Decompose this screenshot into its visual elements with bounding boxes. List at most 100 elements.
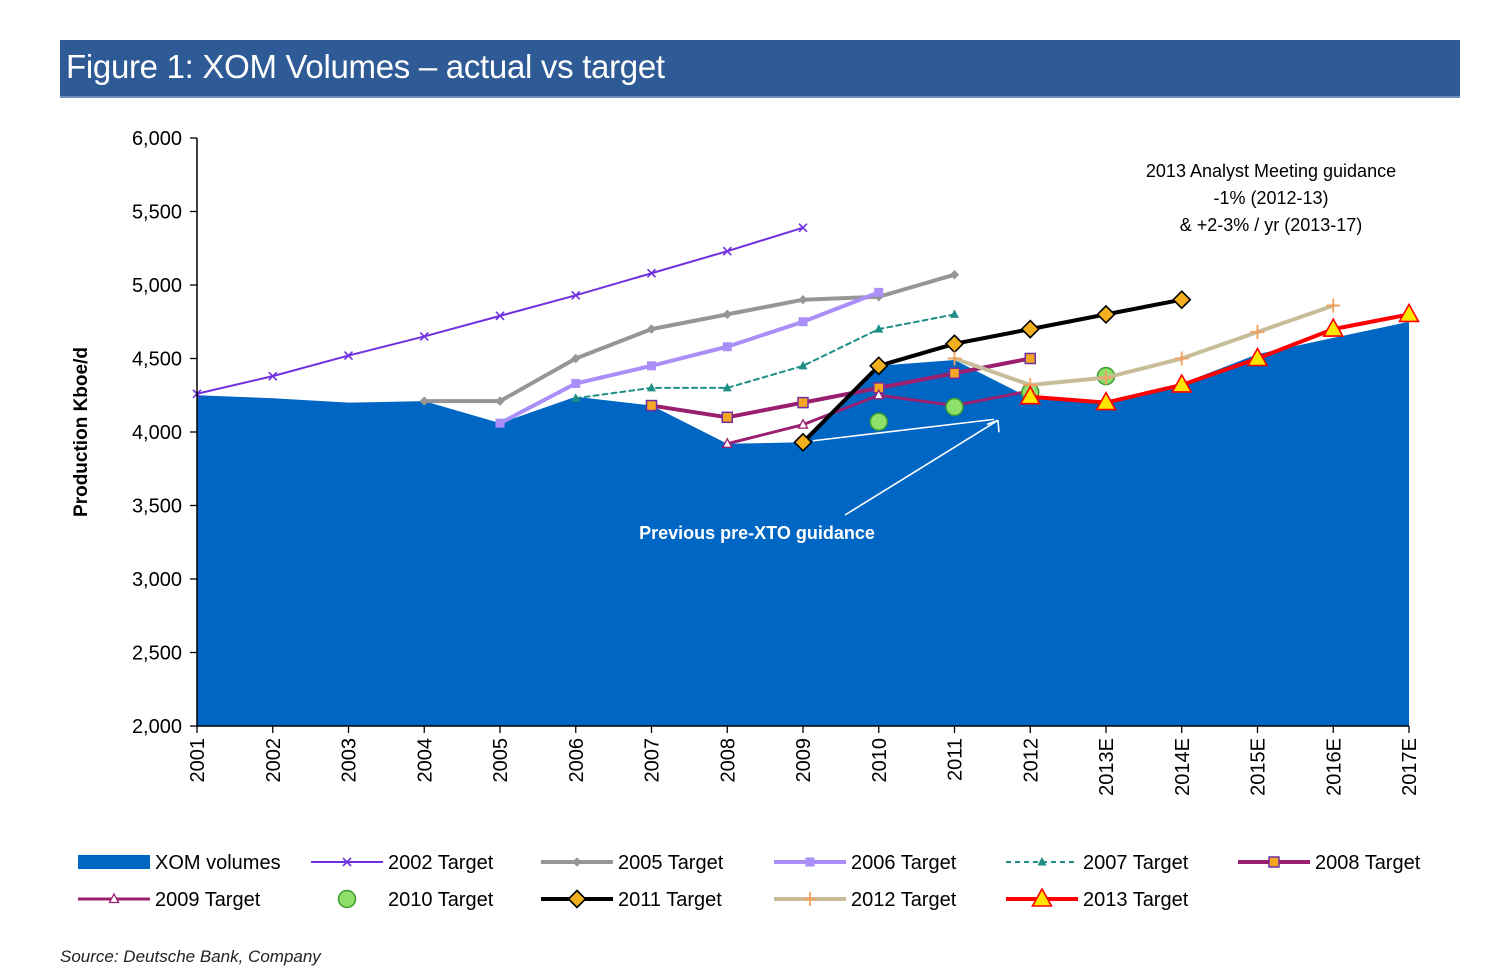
legend-marker (1031, 887, 1053, 907)
series-line-2012-target (952, 303, 1336, 387)
legend-marker (572, 857, 582, 867)
title-bar: Figure 1: XOM Volumes – actual vs target (60, 40, 1460, 98)
x-tick-label: 2002 (263, 738, 285, 783)
series-2012-target (947, 298, 1341, 392)
x-tick-label: 2001 (187, 738, 209, 783)
point-2002-target-8 (798, 223, 808, 233)
point-2012-target-0 (947, 351, 962, 366)
x-tick-label: 2010 (869, 738, 891, 783)
guidance-arrow-line (812, 418, 995, 442)
point-2013-target-4 (1322, 317, 1345, 337)
legend-label: 2011 Target (618, 889, 722, 911)
point-2007-target-4 (874, 324, 884, 333)
point-2006-target-0 (495, 418, 505, 428)
series-line-2011-target (801, 297, 1184, 445)
point-2009-target-2 (873, 388, 885, 400)
point-2008-target-1 (721, 411, 733, 424)
area-layer (197, 321, 1409, 726)
point-2006-target-2 (647, 361, 656, 371)
series-line-2008-target (649, 356, 1033, 420)
legend: XOM volumes 2002 Target 2005 Target 2006 Ta… (78, 852, 1421, 911)
annotation-arrow-shaft (844, 419, 999, 516)
series-2006-target (495, 287, 884, 428)
annotation-layer: 2013 Analyst Meeting guidance -1% (2012-1… (639, 161, 1396, 543)
point-2013-target-1 (1095, 390, 1117, 411)
y-tick-label: 3,000 (132, 569, 182, 591)
x-tick-label: 2017E (1399, 738, 1421, 796)
y-tick-label: 2,000 (132, 716, 182, 738)
point-2011-target-5 (1172, 290, 1192, 310)
legend-swatch (78, 855, 150, 869)
legend-item-2005-target: 2005 Target (541, 852, 724, 874)
series-line-2007-target (574, 313, 956, 400)
point-2005-target-5 (798, 294, 808, 305)
point-2012-target-5 (1326, 298, 1341, 313)
y-tick-label: 3,500 (132, 496, 182, 518)
legend-item-2006-target: 2006 Target (774, 852, 957, 874)
legend-label: XOM volumes (155, 852, 281, 874)
point-2007-target-5 (950, 309, 959, 318)
y-tick-label: 4,000 (132, 422, 182, 444)
point-2011-target-3 (1020, 319, 1040, 339)
point-2013-target-2 (1170, 373, 1193, 393)
point-2010-target-1 (945, 397, 964, 417)
point-2011-target-4 (1096, 304, 1116, 325)
point-2002-target-7 (722, 246, 732, 256)
point-2010-target-0 (869, 412, 888, 431)
legend-item-2013-target: 2013 Target (1006, 887, 1189, 911)
y-tick-label: 4,500 (132, 349, 182, 371)
point-2002-target-5 (571, 290, 581, 300)
x-tick-label: 2012 (1020, 738, 1042, 783)
point-2005-target-7 (949, 270, 960, 280)
legend-label: 2009 Target (155, 889, 261, 911)
point-2011-target-0 (793, 432, 813, 452)
guidance-note-line: & +2-3% / yr (2013-17) (1180, 215, 1363, 235)
point-2002-target-1 (268, 371, 278, 381)
point-2013-target-5 (1398, 302, 1420, 323)
y-tick-label: 2,500 (132, 643, 182, 665)
legend-marker (567, 889, 587, 909)
point-2006-target-4 (798, 317, 808, 327)
arrow-layer (812, 418, 1000, 516)
point-2007-target-3 (798, 360, 808, 370)
point-2009-target-0 (721, 437, 733, 448)
legend-item-xom-volumes: XOM volumes (78, 852, 281, 874)
point-2008-target-0 (645, 399, 658, 412)
point-2008-target-5 (1024, 352, 1036, 365)
point-2005-target-3 (646, 324, 657, 334)
legend-marker (1268, 856, 1280, 868)
point-2012-target-2 (1099, 370, 1113, 385)
series-layer (192, 223, 1420, 452)
legend-marker (337, 889, 357, 909)
x-tick-label: 2008 (717, 738, 739, 783)
x-tick-label: 2015E (1248, 738, 1270, 796)
x-tick-label: 2004 (414, 738, 436, 783)
point-2006-target-1 (571, 378, 581, 388)
legend-label: 2008 Target (1315, 852, 1421, 874)
point-2013-target-0 (1019, 385, 1042, 405)
point-2005-target-2 (571, 353, 581, 364)
legend-label: 2002 Target (388, 852, 494, 874)
x-tick-label: 2014E (1172, 738, 1194, 796)
xom-volumes-area (197, 321, 1409, 726)
point-2009-target-1 (797, 418, 809, 429)
series-2007-target (571, 309, 959, 402)
series-line-2002-target (196, 226, 804, 395)
point-2005-target-1 (495, 396, 505, 406)
y-tick-label: 6,000 (132, 128, 182, 150)
point-2002-target-3 (419, 331, 429, 342)
pre-xto-guidance-label: Previous pre-XTO guidance (639, 523, 875, 543)
legend-label: 2012 Target (851, 889, 957, 911)
x-tick-label: 2007 (642, 738, 664, 783)
legend-item-2011-target: 2011 Target (541, 889, 722, 911)
xom-volumes-chart: 2,000 2,500 3,000 3,500 4,000 4,500 5,000 5,500… (71, 128, 1421, 911)
legend-marker (805, 857, 815, 867)
point-2012-target-4 (1250, 325, 1265, 340)
point-2011-target-1 (869, 356, 889, 376)
legend-item-2008-target: 2008 Target (1238, 852, 1421, 874)
series-2002-target (192, 223, 808, 399)
series-2008-target (645, 352, 1036, 424)
legend-label: 2006 Target (851, 852, 957, 874)
series-2011-target (793, 290, 1192, 452)
legend-item-2007-target: 2007 Target (1006, 852, 1189, 874)
